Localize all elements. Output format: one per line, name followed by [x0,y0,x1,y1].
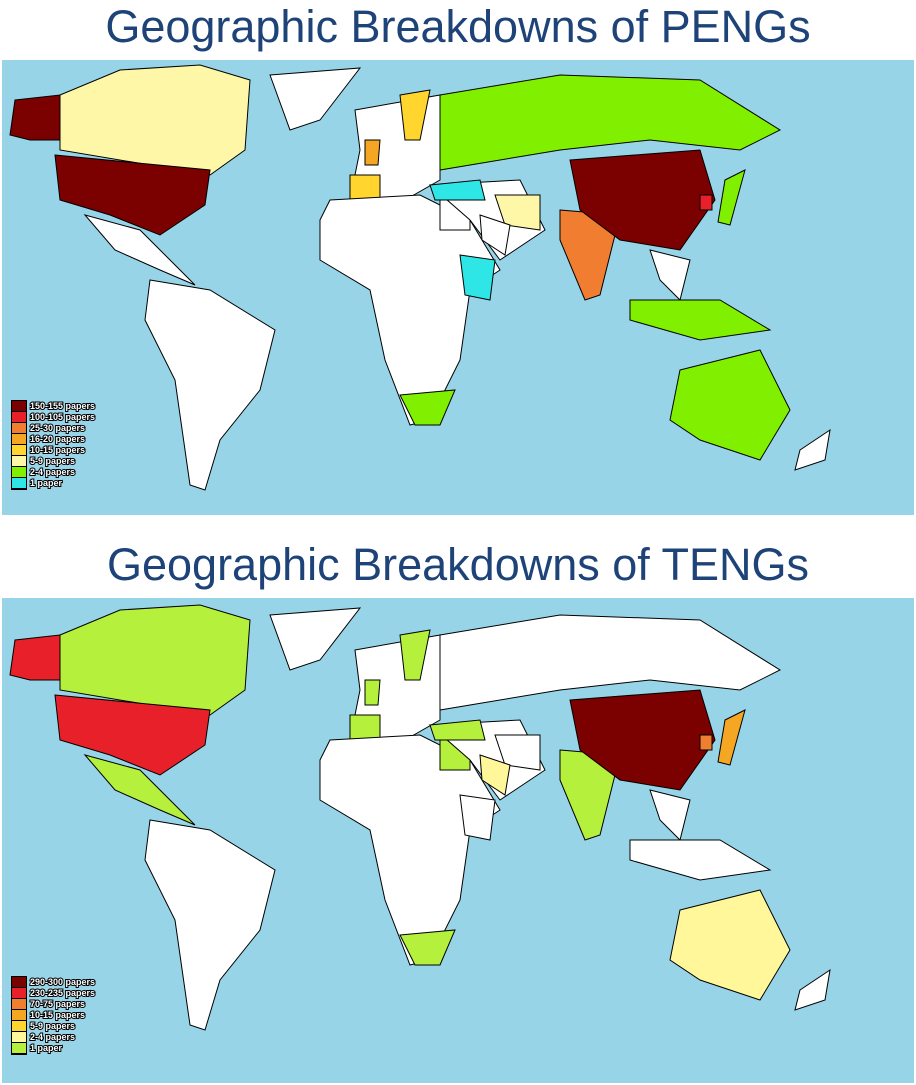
country [669,889,791,1001]
legend-label: 70-75 papers [30,999,85,1009]
legend-swatch [12,977,26,987]
country [83,754,196,826]
country [629,299,772,341]
country [479,214,511,256]
legend-label: 16-20 papers [30,434,85,444]
country [144,279,276,491]
country [399,389,456,426]
country [629,839,772,881]
legend-label: 100-105 papers [30,412,95,422]
country [494,734,541,771]
country [54,694,211,776]
country [439,614,782,711]
map-title: Geographic Breakdowns of PENGs [105,1,810,52]
country [699,194,713,211]
legend-label: 5-9 papers [30,1021,75,1031]
country [429,719,486,741]
legend-swatch [12,423,26,433]
legend-label: 1 paper [30,478,63,488]
country [399,929,456,966]
country [669,349,791,461]
legend-label: 1 paper [30,1043,63,1053]
legend-label: 2-4 papers [30,1032,75,1042]
country [459,254,496,301]
legend-swatch [12,412,26,422]
country [83,214,196,286]
country [364,679,381,706]
country [269,607,362,671]
country [9,634,66,681]
country [479,754,511,796]
legend-swatch [12,445,26,455]
country [699,734,713,751]
legend-swatch [12,434,26,444]
legend-swatch [12,1043,26,1053]
legend-swatch [12,456,26,466]
legend-label: 10-15 papers [30,1010,85,1020]
legend-label: 2-4 papers [30,467,75,477]
map-title: Geographic Breakdowns of TENGs [107,539,809,590]
country [54,154,211,236]
legend-swatch [12,467,26,477]
country [569,149,716,251]
country [269,67,362,131]
country [717,169,746,226]
legend-label: 10-15 papers [30,445,85,455]
legend-label: 290-300 papers [30,977,95,987]
legend-swatch [12,401,26,411]
legend-label: 150-155 papers [30,401,95,411]
legend-swatch [12,1010,26,1020]
legend-swatch [12,1032,26,1042]
country [794,428,831,471]
legend-swatch [12,1021,26,1031]
country [794,968,831,1011]
country [569,689,716,791]
country [459,794,496,841]
country [399,629,431,681]
country [9,94,66,141]
country [494,194,541,231]
country [429,179,486,201]
legend-swatch [12,478,26,488]
country [364,139,381,166]
legend-label: 230-235 papers [30,988,95,998]
country [439,74,782,171]
legend-label: 25-30 papers [30,423,85,433]
country [144,819,276,1031]
country [59,64,251,176]
country [399,89,431,141]
legend-swatch [12,999,26,1009]
country [717,709,746,766]
legend-label: 5-9 papers [30,456,75,466]
country [59,604,251,716]
legend-swatch [12,988,26,998]
